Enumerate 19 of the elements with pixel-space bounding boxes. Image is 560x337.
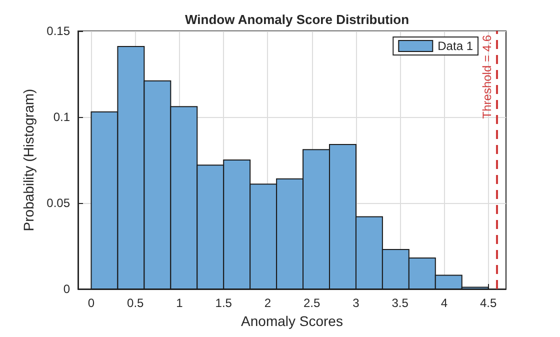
x-tick-label: 2 bbox=[264, 296, 272, 310]
x-tick-label: 4 bbox=[440, 296, 448, 310]
x-tick-label: 1 bbox=[176, 296, 184, 310]
x-tick-label: 3 bbox=[352, 296, 360, 310]
x-tick-label: 2.5 bbox=[304, 296, 321, 310]
x-axis-title: Anomaly Scores bbox=[241, 312, 343, 329]
y-tick-label: 0.15 bbox=[46, 24, 70, 38]
y-tick-label: 0.05 bbox=[46, 196, 70, 210]
x-tick-label: 0.5 bbox=[127, 296, 144, 310]
y-tick-label: 0.1 bbox=[53, 110, 70, 124]
chart-title: Window Anomaly Score Distribution bbox=[184, 12, 410, 27]
x-tick-label: 1.5 bbox=[215, 296, 232, 310]
x-tick-label: 3.5 bbox=[392, 296, 409, 310]
ref-line-label: Threshold = 4.6 bbox=[480, 34, 494, 119]
y-axis-title: Probability (Histogram) bbox=[20, 88, 37, 232]
x-tick-label: 0 bbox=[88, 296, 95, 310]
x-tick-label: 4.5 bbox=[480, 296, 498, 310]
legend-label: Data 1 bbox=[438, 39, 474, 53]
y-tick-label: 0 bbox=[63, 282, 70, 296]
